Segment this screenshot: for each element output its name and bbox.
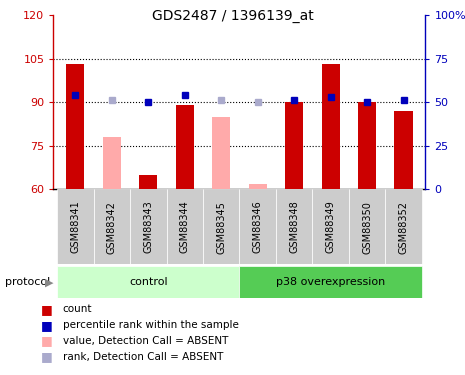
Text: p38 overexpression: p38 overexpression (276, 277, 385, 287)
Bar (130, 189, 166, 264)
Bar (321, 64, 340, 189)
Bar (212, 117, 230, 189)
Text: rank, Detection Call = ABSENT: rank, Detection Call = ABSENT (63, 352, 223, 362)
Bar (239, 189, 276, 264)
Text: percentile rank within the sample: percentile rank within the sample (63, 320, 239, 330)
Bar (57, 189, 93, 264)
Text: GSM88346: GSM88346 (252, 201, 263, 254)
Text: protocol: protocol (5, 277, 50, 287)
Text: value, Detection Call = ABSENT: value, Detection Call = ABSENT (63, 336, 228, 346)
Text: ▶: ▶ (45, 277, 53, 287)
Text: control: control (129, 277, 167, 287)
Text: GSM88349: GSM88349 (326, 201, 336, 254)
Bar (312, 189, 349, 264)
Bar (349, 189, 385, 264)
Bar (249, 184, 267, 189)
Bar (203, 189, 239, 264)
Text: GDS2487 / 1396139_at: GDS2487 / 1396139_at (152, 9, 313, 23)
Bar (385, 189, 422, 264)
Bar (166, 189, 203, 264)
Text: ■: ■ (40, 303, 53, 316)
Bar (139, 175, 158, 189)
Bar (358, 102, 376, 189)
Bar (93, 189, 130, 264)
Text: GSM88345: GSM88345 (216, 201, 226, 254)
Bar (176, 105, 194, 189)
Bar (239, 266, 422, 298)
Bar (285, 102, 303, 189)
Text: GSM88350: GSM88350 (362, 201, 372, 254)
Text: GSM88352: GSM88352 (399, 201, 409, 254)
Bar (57, 266, 239, 298)
Bar (103, 137, 121, 189)
Bar (394, 111, 413, 189)
Bar (276, 189, 312, 264)
Text: ■: ■ (40, 334, 53, 347)
Text: ■: ■ (40, 350, 53, 363)
Text: GSM88348: GSM88348 (289, 201, 299, 254)
Text: count: count (63, 304, 92, 314)
Text: GSM88343: GSM88343 (143, 201, 153, 254)
Bar (66, 64, 85, 189)
Text: GSM88341: GSM88341 (70, 201, 80, 254)
Text: GSM88344: GSM88344 (180, 201, 190, 254)
Text: GSM88342: GSM88342 (107, 201, 117, 254)
Text: ■: ■ (40, 319, 53, 332)
